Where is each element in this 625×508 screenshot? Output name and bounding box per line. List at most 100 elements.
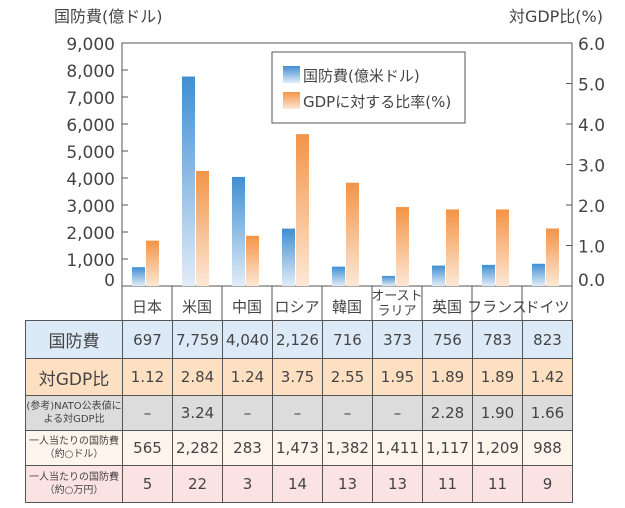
table-cell: 2.55	[322, 358, 373, 396]
table-cell: 1.24	[222, 358, 273, 396]
table-cell: 1,117	[422, 430, 473, 466]
category-label: ドイツ	[524, 298, 569, 316]
bar-gdp-ratio	[246, 235, 259, 286]
category-label: 韓国	[332, 298, 362, 316]
table-cell: 13	[372, 465, 423, 503]
bar-gdp-ratio	[446, 209, 459, 286]
table-cell: 756	[422, 320, 473, 359]
table-cell: 283	[222, 430, 273, 466]
table-cell: 2.84	[172, 358, 223, 396]
left-tick-label: 4,000	[66, 170, 115, 190]
row-label: (参考)NATO公表値による対GDP比	[25, 395, 123, 431]
table-cell: 697	[122, 320, 173, 359]
bar-defense-spending	[432, 265, 445, 286]
table-cell: 22	[172, 465, 223, 503]
table-cell: 3.24	[172, 395, 223, 431]
bar-gdp-ratio	[296, 134, 309, 286]
bar-defense-spending	[232, 176, 245, 286]
table-cell: 1,411	[372, 430, 423, 466]
bar-gdp-ratio	[146, 240, 159, 286]
table-cell: 1.66	[522, 395, 573, 431]
bar-defense-spending	[382, 275, 395, 286]
table-cell: 7,759	[172, 320, 223, 359]
table-cell: 1.89	[422, 358, 473, 396]
bar-defense-spending	[332, 266, 345, 286]
bar-gdp-ratio	[346, 182, 359, 286]
table-cell: 373	[372, 320, 423, 359]
right-tick-label: 1.0	[578, 238, 605, 258]
legend-label-gdp: GDPに対する比率(%)	[303, 93, 451, 111]
left-tick-label: 9,000	[66, 35, 115, 55]
table-cell: 565	[122, 430, 173, 466]
right-tick-label: 0.0	[578, 271, 605, 291]
table-cell: 2,282	[172, 430, 223, 466]
table-cell: 1.95	[372, 358, 423, 396]
category-label: ラリア	[377, 304, 416, 319]
right-tick-label: 3.0	[578, 157, 605, 177]
table-cell: 1,209	[472, 430, 523, 466]
table-cell: 1.42	[522, 358, 573, 396]
table-cell: 1.90	[472, 395, 523, 431]
table-cell: 5	[122, 465, 173, 503]
right-axis-title: 対GDP比(%)	[509, 7, 603, 26]
bar-gdp-ratio	[546, 228, 559, 286]
bar-gdp-ratio	[496, 209, 509, 286]
table-cell: 9	[522, 465, 573, 503]
bar-gdp-ratio	[196, 170, 209, 286]
bar-defense-spending	[182, 76, 195, 286]
table-cell: –	[322, 395, 373, 431]
bar-defense-spending	[532, 263, 545, 286]
legend-swatch-defense	[283, 66, 300, 83]
data-table: 国防費 697 7,759 4,040 2,126 716 373 756 783 823 対GDP…	[25, 320, 573, 503]
table-cell: 13	[322, 465, 373, 503]
left-tick-label: 1,000	[66, 251, 115, 271]
table-cell: –	[372, 395, 423, 431]
bar-defense-spending	[132, 267, 145, 286]
table-cell: 11	[472, 465, 523, 503]
left-tick-label: 3,000	[66, 197, 115, 217]
table-cell: 11	[422, 465, 473, 503]
row-label: 一人当たりの国防費（約○万円）	[25, 465, 123, 503]
table-cell: 1,473	[272, 430, 323, 466]
row-label: 対GDP比	[25, 358, 123, 396]
table-cell: 14	[272, 465, 323, 503]
table-cell: 1.89	[472, 358, 523, 396]
bar-defense-spending	[482, 264, 495, 286]
table-cell: 716	[322, 320, 373, 359]
table-cell: –	[122, 395, 173, 431]
left-tick-label: 8,000	[66, 62, 115, 82]
right-tick-label: 2.0	[578, 197, 605, 217]
category-label: 中国	[232, 298, 262, 316]
category-label: オースト	[371, 289, 422, 304]
table-cell: 783	[472, 320, 523, 359]
table-row: 一人当たりの国防費（約○ドル） 565 2,282 283 1,473 1,382 1,41…	[25, 430, 573, 466]
row-label: 一人当たりの国防費（約○ドル）	[25, 430, 123, 466]
table-row: 一人当たりの国防費（約○万円） 5 22 3 14 13 13 11 11 9	[25, 465, 573, 503]
category-label: ロシア	[274, 298, 319, 316]
table-cell: 1,382	[322, 430, 373, 466]
bar-defense-spending	[282, 228, 295, 286]
left-tick-label: 0	[104, 271, 115, 291]
bar-gdp-ratio	[396, 207, 409, 286]
table-cell: 2,126	[272, 320, 323, 359]
legend-swatch-gdp	[283, 92, 300, 109]
right-tick-label: 5.0	[578, 76, 605, 96]
left-tick-label: 6,000	[66, 116, 115, 136]
left-tick-label: 2,000	[66, 224, 115, 244]
table-cell: 988	[522, 430, 573, 466]
bar-chart: 国防費(億ドル) 対GDP比(%) 01,000 2,000 3,000 4,000 5…	[54, 7, 605, 320]
legend-label-defense: 国防費(億米ドル)	[303, 67, 420, 85]
table-cell: 2.28	[422, 395, 473, 431]
table-cell: –	[272, 395, 323, 431]
table-row: (参考)NATO公表値による対GDP比 –3.24– – – –2.28 1.90 1.66	[25, 395, 573, 431]
row-label: 国防費	[25, 320, 123, 359]
category-label: フランス	[467, 298, 527, 316]
category-label: 英国	[432, 298, 462, 316]
right-tick-label: 4.0	[578, 116, 605, 136]
left-tick-label: 7,000	[66, 89, 115, 109]
table-cell: 1.12	[122, 358, 173, 396]
legend: 国防費(億米ドル) GDPに対する比率(%)	[271, 51, 466, 124]
category-label: 米国	[182, 298, 212, 316]
left-tick-label: 5,000	[66, 143, 115, 163]
